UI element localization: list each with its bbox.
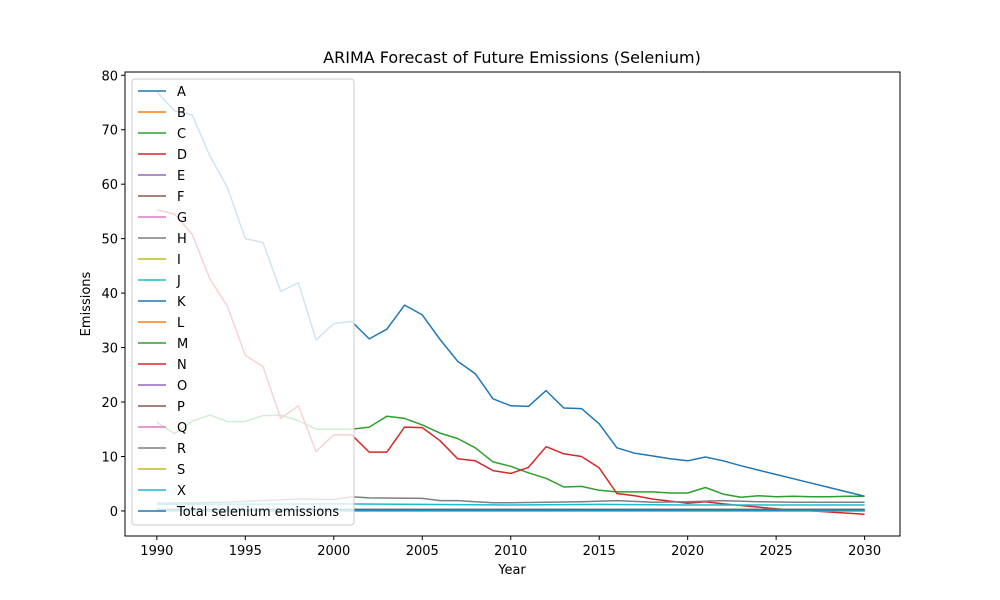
y-tick-label-5: 50 (101, 233, 118, 248)
legend-label-3: D (177, 148, 187, 163)
y-tick-label-2: 20 (101, 396, 118, 411)
x-tick-label-4: 2010 (494, 544, 527, 559)
y-tick-label-8: 80 (101, 69, 118, 84)
legend-box (131, 78, 355, 526)
x-tick-label-1: 1995 (229, 544, 262, 559)
legend-label-12: M (177, 337, 188, 352)
legend-label-9: J (176, 274, 181, 289)
y-tick-label-3: 30 (101, 342, 118, 357)
legend-label-1: B (177, 106, 186, 121)
x-tick-label-2: 2000 (317, 544, 350, 559)
legend-label-7: H (177, 232, 187, 247)
y-tick-label-4: 40 (101, 287, 118, 302)
legend-label-5: F (177, 190, 184, 205)
legend-label-0: A (177, 85, 186, 100)
legend-label-18: S (177, 463, 185, 478)
y-tick-label-1: 10 (101, 450, 118, 465)
x-tick-label-8: 2030 (848, 544, 881, 559)
x-tick-label-0: 1990 (140, 544, 173, 559)
legend-label-16: Q (177, 421, 187, 436)
legend-label-13: N (177, 358, 187, 373)
x-tick-label-5: 2015 (583, 544, 616, 559)
x-tick-label-3: 2005 (406, 544, 439, 559)
legend-label-2: C (177, 127, 186, 142)
legend-label-4: E (177, 169, 185, 184)
y-axis-ticks: 0 10 20 30 40 50 60 70 80 (101, 69, 125, 520)
plot-frame (124, 71, 901, 537)
x-axis-label: Year (497, 563, 526, 578)
legend-label-17: R (177, 442, 186, 457)
legend-label-19: X (177, 484, 186, 499)
legend-label-10: K (177, 295, 186, 310)
y-tick-label-0: 0 (110, 505, 118, 520)
legend-label-15: P (177, 400, 185, 415)
y-axis-label: Emissions (79, 271, 94, 336)
legend-label-14: O (177, 379, 187, 394)
x-axis-ticks: 1990 1995 2000 2005 2010 2015 2020 2025 2030 (140, 536, 881, 559)
legend-label-20: Total selenium emissions (176, 505, 339, 520)
legend-label-6: G (177, 211, 187, 226)
x-tick-label-6: 2020 (671, 544, 704, 559)
x-tick-label-7: 2025 (760, 544, 793, 559)
legend-label-8: I (177, 253, 181, 268)
chart-title: ARIMA Forecast of Future Emissions (Sele… (323, 48, 701, 67)
y-tick-label-6: 60 (101, 178, 118, 193)
y-tick-label-7: 70 (101, 124, 118, 139)
legend-label-11: L (177, 316, 185, 331)
